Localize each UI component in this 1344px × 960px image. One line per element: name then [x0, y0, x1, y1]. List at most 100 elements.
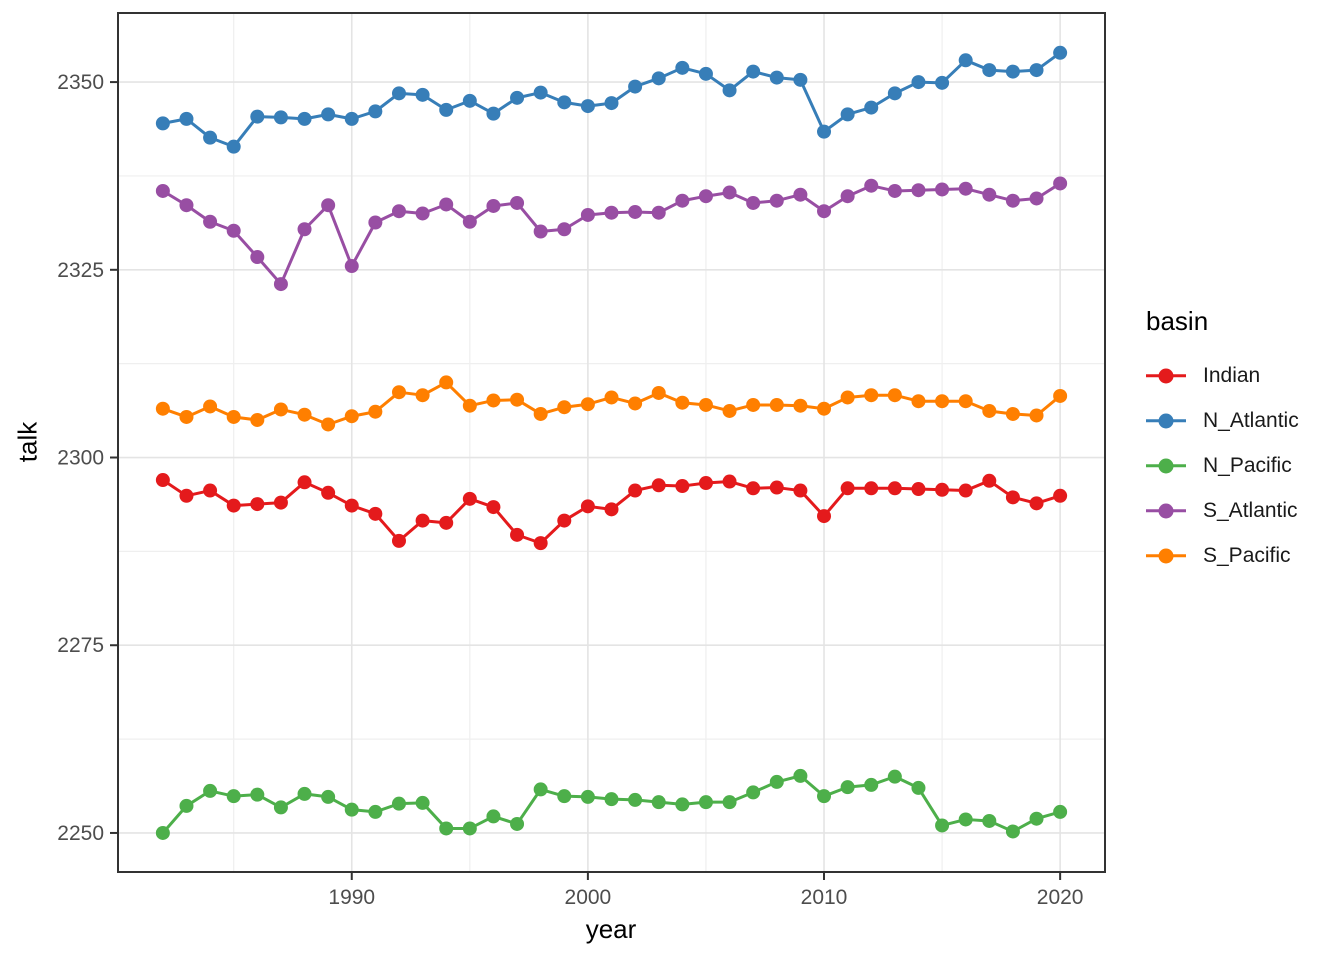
data-point-N_Atlantic: [179, 111, 194, 126]
data-point-S_Pacific: [698, 397, 713, 412]
x-tick-label: 2010: [801, 886, 848, 909]
x-axis-title: year: [585, 914, 637, 944]
data-point-S_Pacific: [580, 397, 595, 412]
data-point-S_Pacific: [1005, 406, 1020, 421]
data-point-Indian: [391, 533, 406, 548]
data-point-S_Atlantic: [793, 187, 808, 202]
data-point-Indian: [1053, 488, 1068, 503]
legend-item-label: N_Pacific: [1203, 453, 1292, 477]
data-point-S_Atlantic: [769, 193, 784, 208]
data-point-S_Pacific: [297, 407, 312, 422]
data-point-S_Pacific: [1029, 408, 1044, 423]
data-point-S_Atlantic: [840, 189, 855, 204]
data-point-N_Pacific: [203, 783, 218, 798]
data-point-N_Atlantic: [628, 79, 643, 94]
data-point-N_Atlantic: [746, 64, 761, 79]
data-point-S_Atlantic: [817, 204, 832, 219]
data-point-S_Atlantic: [557, 222, 572, 237]
data-point-N_Pacific: [769, 774, 784, 789]
data-point-N_Pacific: [722, 795, 737, 810]
data-point-N_Atlantic: [982, 63, 997, 78]
data-point-N_Atlantic: [533, 85, 548, 100]
data-point-N_Atlantic: [1005, 64, 1020, 79]
data-point-Indian: [321, 485, 336, 500]
data-point-Indian: [698, 476, 713, 491]
data-point-S_Atlantic: [155, 183, 170, 198]
data-point-Indian: [155, 473, 170, 488]
data-point-S_Pacific: [155, 401, 170, 416]
data-point-S_Pacific: [462, 398, 477, 413]
data-point-N_Atlantic: [273, 110, 288, 125]
data-point-N_Pacific: [344, 802, 359, 817]
data-point-Indian: [462, 491, 477, 506]
data-point-S_Atlantic: [486, 198, 501, 213]
data-point-N_Pacific: [415, 795, 430, 810]
data-point-N_Pacific: [698, 795, 713, 810]
data-point-N_Pacific: [533, 782, 548, 797]
legend-key-icon: [1146, 458, 1186, 474]
legend-key-icon: [1146, 548, 1186, 564]
data-point-N_Pacific: [935, 818, 950, 833]
legend-key-icon: [1146, 368, 1186, 384]
data-point-N_Atlantic: [911, 75, 926, 90]
data-point-S_Atlantic: [1053, 176, 1068, 191]
data-point-Indian: [722, 474, 737, 489]
data-point-N_Atlantic: [297, 111, 312, 126]
data-point-S_Pacific: [911, 394, 926, 409]
data-point-S_Atlantic: [1029, 191, 1044, 206]
data-point-S_Atlantic: [651, 205, 666, 220]
data-point-S_Atlantic: [628, 204, 643, 219]
y-tick-label: 2300: [57, 447, 104, 470]
data-point-S_Pacific: [958, 394, 973, 409]
data-point-N_Atlantic: [935, 75, 950, 90]
data-point-S_Atlantic: [533, 224, 548, 239]
data-point-N_Pacific: [179, 798, 194, 813]
data-point-S_Atlantic: [179, 198, 194, 213]
data-point-Indian: [982, 473, 997, 488]
data-point-S_Atlantic: [415, 206, 430, 221]
x-tick-label: 1990: [328, 886, 375, 909]
data-point-N_Pacific: [273, 800, 288, 815]
data-point-N_Atlantic: [486, 106, 501, 121]
legend-item-Indian: Indian: [1146, 353, 1341, 398]
x-tick-label: 2000: [565, 886, 612, 909]
data-point-Indian: [297, 475, 312, 490]
data-point-N_Pacific: [604, 792, 619, 807]
data-point-S_Pacific: [604, 390, 619, 405]
data-point-Indian: [628, 483, 643, 498]
data-point-N_Atlantic: [462, 93, 477, 108]
data-point-S_Pacific: [203, 399, 218, 414]
data-point-N_Atlantic: [391, 86, 406, 101]
data-point-N_Atlantic: [604, 96, 619, 111]
data-point-S_Atlantic: [462, 214, 477, 229]
data-point-Indian: [651, 478, 666, 493]
y-tick-label: 2275: [57, 634, 104, 657]
data-point-N_Atlantic: [415, 87, 430, 102]
legend-items: Indian N_Atlantic N_Pacific S_Atlantic S_Pac…: [1146, 353, 1341, 578]
data-point-N_Atlantic: [769, 70, 784, 85]
data-point-S_Pacific: [675, 395, 690, 410]
data-point-S_Atlantic: [911, 183, 926, 198]
data-point-Indian: [486, 500, 501, 515]
data-point-N_Atlantic: [1029, 63, 1044, 78]
data-point-S_Pacific: [628, 396, 643, 411]
data-point-S_Pacific: [486, 393, 501, 408]
data-point-S_Pacific: [415, 388, 430, 403]
data-point-S_Atlantic: [580, 207, 595, 222]
legend-item-label: Indian: [1203, 363, 1261, 387]
data-point-S_Atlantic: [746, 195, 761, 210]
data-point-S_Atlantic: [391, 204, 406, 219]
data-point-Indian: [226, 498, 241, 513]
data-point-Indian: [415, 513, 430, 528]
data-point-N_Pacific: [1005, 824, 1020, 839]
data-point-Indian: [840, 481, 855, 496]
data-point-N_Pacific: [887, 769, 902, 784]
data-point-Indian: [557, 513, 572, 528]
data-point-S_Pacific: [557, 400, 572, 415]
data-point-S_Pacific: [817, 401, 832, 416]
data-point-S_Pacific: [510, 392, 525, 407]
data-point-N_Pacific: [982, 813, 997, 828]
data-point-S_Atlantic: [604, 205, 619, 220]
data-point-N_Pacific: [321, 789, 336, 804]
data-point-N_Pacific: [439, 821, 454, 836]
